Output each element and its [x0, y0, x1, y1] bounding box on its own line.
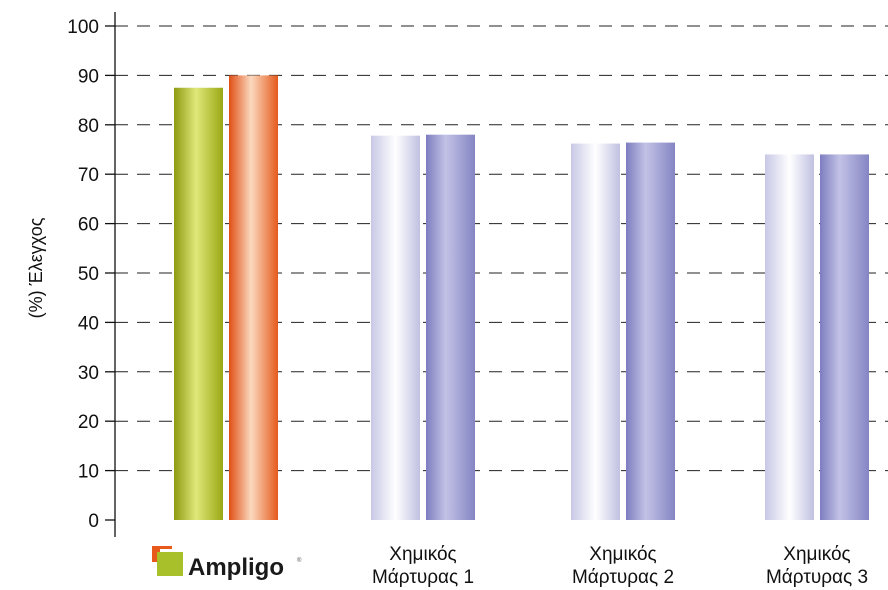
category-label: Μάρτυρας 1 [372, 567, 474, 588]
bar [626, 142, 675, 521]
bar [765, 154, 814, 520]
bar [426, 134, 475, 520]
y-tick-label: 60 [78, 215, 99, 236]
y-tick-label: 30 [78, 363, 99, 384]
category-label: Χημικός [389, 544, 456, 565]
y-tick-labels: 0 10 20 30 40 50 60 70 80 90 100 [67, 17, 115, 532]
svg-text:®: ® [297, 557, 302, 564]
y-tick-label: 10 [78, 462, 99, 483]
grid-lines [115, 25, 888, 472]
bar [820, 154, 869, 520]
y-axis-label: (%) Έλεγχος [26, 217, 46, 318]
bar [229, 75, 278, 521]
bar [371, 135, 420, 520]
y-tick-label: 0 [88, 511, 99, 532]
ampligo-logo-icon [152, 546, 183, 576]
bar [174, 87, 223, 520]
y-tick-label: 20 [78, 412, 99, 433]
y-tick-label: 40 [78, 313, 99, 334]
category-label: Μάρτυρας 2 [572, 567, 674, 588]
bars [174, 75, 869, 521]
y-tick-label: 90 [78, 66, 99, 87]
category-label-ampligo: Ampligo ® [152, 546, 302, 581]
category-label: Χημικός [589, 544, 656, 565]
category-label: Χημικός [783, 544, 850, 565]
y-tick-label: 50 [78, 264, 99, 285]
ampligo-logo-text: Ampligo [188, 554, 284, 581]
y-tick-label: 70 [78, 165, 99, 186]
category-label: Μάρτυρας 3 [766, 567, 868, 588]
bar [571, 143, 620, 520]
y-tick-label: 80 [78, 116, 99, 137]
y-tick-label: 100 [67, 17, 99, 38]
